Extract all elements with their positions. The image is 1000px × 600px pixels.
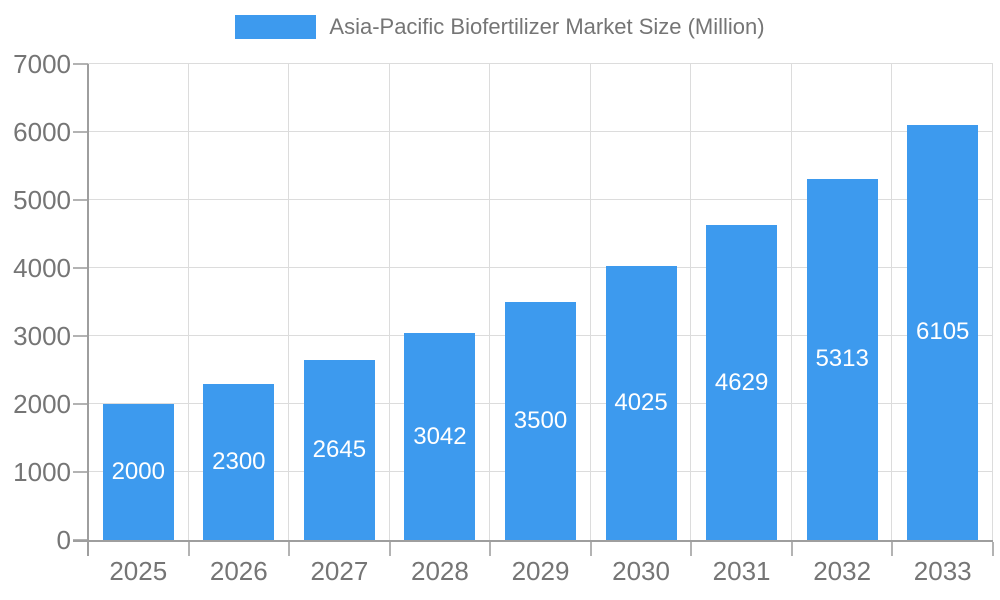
bar[interactable]: 3500 xyxy=(505,302,576,540)
bar-value-label: 2000 xyxy=(111,458,165,485)
gridline-vertical xyxy=(288,64,290,540)
x-axis-tick xyxy=(690,542,693,556)
x-axis-line xyxy=(73,540,993,542)
bar-value-label: 3042 xyxy=(413,422,467,450)
bar-value-label: 4025 xyxy=(614,389,668,417)
gridline-horizontal xyxy=(88,63,993,64)
bar-value-label: 2300 xyxy=(212,447,266,475)
y-axis-label: 0 xyxy=(56,525,71,555)
gridline-vertical xyxy=(187,64,189,540)
bar-value-label: 6105 xyxy=(916,318,970,346)
legend-label: Asia-Pacific Biofertilizer Market Size (… xyxy=(329,14,765,39)
gridline-vertical xyxy=(690,64,692,540)
y-axis-label: 3000 xyxy=(13,321,71,351)
gridline-vertical xyxy=(790,64,792,540)
x-axis-tick xyxy=(288,542,291,556)
gridline-horizontal xyxy=(88,267,993,268)
x-axis-tick xyxy=(790,542,793,556)
bar-value-label: 3500 xyxy=(513,407,568,434)
gridline-vertical xyxy=(992,64,993,540)
y-axis-tick xyxy=(73,199,88,201)
bar[interactable]: 4629 xyxy=(706,225,778,540)
x-axis-label: 2033 xyxy=(913,556,972,586)
y-axis-label: 7000 xyxy=(13,49,71,79)
bar-value-label: 5313 xyxy=(815,345,869,373)
x-axis-label: 2026 xyxy=(209,556,268,586)
y-axis-label: 4000 xyxy=(13,253,71,283)
bar[interactable]: 5313 xyxy=(806,178,878,540)
y-axis-label: 6000 xyxy=(13,117,71,147)
y-axis-label: 2000 xyxy=(13,389,71,419)
gridline-horizontal xyxy=(88,199,993,200)
y-axis-tick xyxy=(73,471,88,473)
x-axis-label: 2029 xyxy=(511,556,570,586)
y-axis-label: 1000 xyxy=(13,457,71,487)
x-axis-label: 2028 xyxy=(411,556,469,586)
y-axis-tick xyxy=(73,63,88,65)
y-axis-tick xyxy=(73,403,88,405)
bar[interactable]: 2645 xyxy=(303,360,375,540)
gridline-vertical xyxy=(388,64,390,540)
x-axis-tick xyxy=(891,542,894,556)
x-axis-tick xyxy=(388,542,391,556)
bar-value-label: 2645 xyxy=(312,436,367,464)
gridline-vertical xyxy=(589,64,591,540)
legend[interactable]: Asia-Pacific Biofertilizer Market Size (… xyxy=(0,14,1000,40)
gridline-vertical xyxy=(891,64,893,540)
y-axis-tick xyxy=(73,335,88,337)
x-axis-tick xyxy=(187,542,190,556)
bar[interactable]: 2000 xyxy=(102,404,174,540)
x-axis-label: 2025 xyxy=(109,556,168,586)
gridline-horizontal xyxy=(88,131,993,132)
x-axis-tick xyxy=(992,542,994,556)
bar[interactable]: 2300 xyxy=(203,383,275,540)
gridline-vertical xyxy=(489,64,491,540)
y-axis-tick xyxy=(73,267,88,269)
bar-value-label: 4629 xyxy=(714,368,769,396)
x-axis-tick xyxy=(489,542,492,556)
x-axis-label: 2030 xyxy=(612,556,670,586)
bar[interactable]: 4025 xyxy=(605,266,677,540)
x-axis-label: 2031 xyxy=(712,556,771,586)
y-axis-line xyxy=(87,64,89,556)
legend-swatch-icon xyxy=(235,15,317,39)
x-axis-label: 2027 xyxy=(310,556,369,586)
x-axis-label: 2032 xyxy=(813,556,872,586)
bar[interactable]: 3042 xyxy=(404,333,476,540)
y-axis-tick xyxy=(73,131,88,133)
bar[interactable]: 6105 xyxy=(907,124,979,540)
y-axis-label: 5000 xyxy=(13,185,71,215)
x-axis-tick xyxy=(589,542,592,556)
